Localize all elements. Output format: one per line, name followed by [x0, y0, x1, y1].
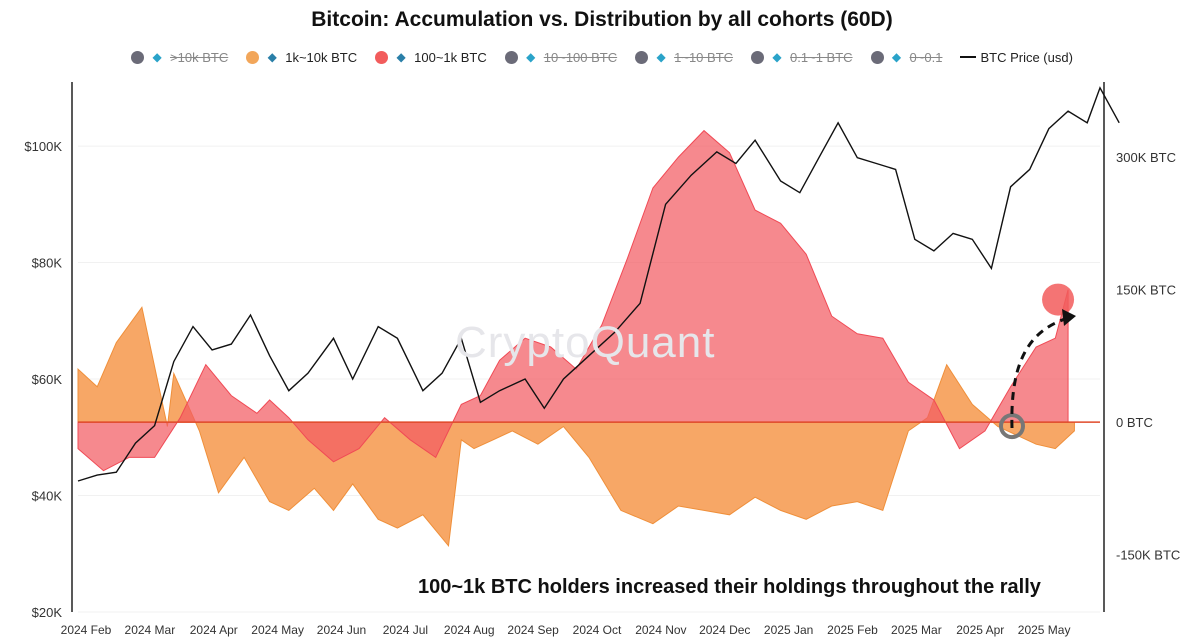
legend-label: BTC Price (usd)	[980, 49, 1073, 65]
x-tick-label: 2025 May	[1018, 623, 1071, 637]
legend-item-0[interactable]: ◆ >10k BTC	[131, 50, 228, 65]
x-tick-label: 2025 Apr	[956, 623, 1004, 637]
right-tick-label: -150K BTC	[1116, 548, 1180, 563]
legend-dot	[504, 50, 518, 64]
x-tick-label: 2025 Jan	[764, 623, 813, 637]
legend-item-5[interactable]: ◆ 0.1~1 BTC	[751, 50, 853, 65]
crab-icon: ◆	[656, 50, 666, 64]
left-tick-label: $100K	[24, 139, 62, 154]
x-tick-label: 2024 May	[251, 623, 304, 637]
legend-item-2[interactable]: ◆ 100~1k BTC	[375, 50, 487, 65]
legend-item-3[interactable]: ◆ 10~100 BTC	[504, 49, 618, 65]
dolphin-icon: ◆	[396, 50, 406, 64]
fish-icon: ◆	[526, 50, 536, 64]
watermark: CryptoQuant	[455, 318, 716, 367]
x-tick-label: 2025 Mar	[891, 623, 942, 637]
start-marker-ring	[999, 413, 1025, 440]
legend-item-6[interactable]: ◆ 0~0.1	[870, 49, 943, 65]
shark-icon: ◆	[267, 50, 277, 64]
x-tick-label: 2024 Jun	[317, 623, 366, 637]
x-tick-label: 2024 Aug	[444, 623, 495, 637]
rally-arrowhead	[1062, 309, 1076, 326]
right-tick-label: 150K BTC	[1116, 283, 1176, 298]
legend-label: 0~0.1	[909, 49, 943, 65]
legend-item-7[interactable]: BTC Price (usd)	[960, 49, 1073, 65]
series-100-1k-area	[77, 129, 1069, 472]
octopus-icon: ◆	[772, 50, 782, 64]
x-tick-label: 2024 Dec	[699, 623, 750, 637]
end-marker-dot	[1042, 283, 1075, 316]
x-tick-label: 2024 Jul	[383, 623, 428, 637]
left-tick-label: $40K	[32, 489, 63, 504]
legend-dot	[246, 50, 260, 64]
legend-label: 1k~10k BTC	[285, 49, 358, 65]
legend-label: >10k BTC	[170, 49, 229, 65]
x-tick-label: 2024 Nov	[635, 623, 686, 637]
legend-label: 0.1~1 BTC	[790, 49, 853, 65]
legend-label: 100~1k BTC	[414, 49, 487, 65]
legend-label: 1~10 BTC	[674, 49, 734, 65]
right-tick-label: 300K BTC	[1116, 150, 1176, 165]
x-tick-label: 2024 Feb	[61, 623, 112, 637]
whale-icon: ◆	[152, 50, 162, 64]
legend-line-swatch	[960, 56, 977, 58]
rally-arrow	[1010, 316, 1069, 429]
series-1k-10k-area	[77, 306, 1075, 548]
left-tick-label: $20K	[32, 605, 63, 620]
legend-label: 10~100 BTC	[543, 49, 618, 65]
btc-price-line	[77, 86, 1120, 482]
right-tick-label: 0 BTC	[1116, 415, 1153, 430]
legend-dot	[870, 50, 884, 64]
left-tick-label: $80K	[32, 256, 63, 271]
legend-dot	[375, 50, 389, 64]
legend-dot	[751, 50, 765, 64]
x-tick-label: 2024 Oct	[573, 623, 622, 637]
chart-title: Bitcoin: Accumulation vs. Distribution b…	[311, 8, 893, 31]
chart-legend: ◆ >10k BTC ◆ 1k~10k BTC ◆ 100~1k BTC ◆ 10~100 B…	[0, 46, 1204, 68]
legend-dot	[131, 50, 145, 64]
left-tick-label: $60K	[32, 372, 63, 387]
legend-item-1[interactable]: ◆ 1k~10k BTC	[246, 50, 357, 65]
x-tick-label: 2024 Sep	[507, 623, 559, 637]
legend-dot	[635, 50, 649, 64]
x-tick-label: 2024 Mar	[125, 623, 176, 637]
x-tick-label: 2025 Feb	[827, 623, 878, 637]
chart-annotation: 100~1k BTC holders increased their holdi…	[418, 576, 1041, 598]
legend-item-4[interactable]: ◆ 1~10 BTC	[635, 50, 733, 65]
shrimp-icon: ◆	[891, 50, 902, 64]
x-tick-label: 2024 Apr	[190, 623, 238, 637]
